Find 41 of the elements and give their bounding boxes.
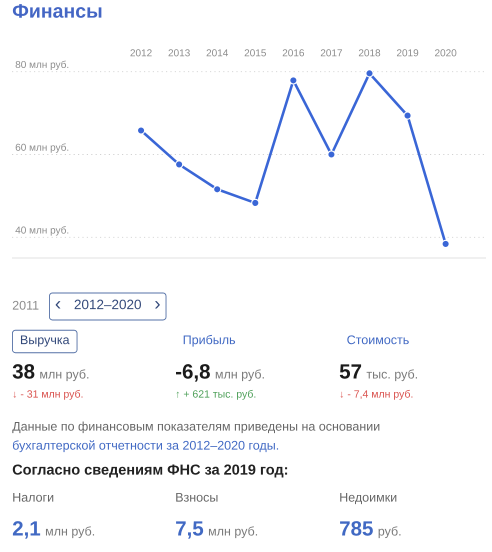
text: ↑ + 621 тыс. руб. [176, 390, 256, 400]
text: млн руб. [208, 526, 258, 538]
x-tick-label: 2013 [168, 49, 190, 56]
text: Взносы [176, 492, 218, 502]
y-tick-label: 80 млн руб. [16, 60, 68, 70]
text: ↓ - 7,4 млн руб. [340, 390, 412, 400]
text: млн руб. [40, 369, 88, 382]
text: млн руб. [46, 526, 94, 538]
text: 38 [12, 364, 34, 379]
x-tick-label: 2012 [130, 49, 152, 56]
text: Данные по финансовым показателям приведены на основании [12, 422, 380, 434]
text: 2,1 [12, 521, 40, 539]
text: 2011 [12, 300, 38, 310]
text: -6,8 [176, 364, 210, 382]
text: млн руб. [216, 369, 264, 382]
y-tick-label: 40 млн руб. [15, 226, 68, 236]
chart-title: Финансы [12, 4, 102, 18]
text: Недоимки [340, 492, 396, 504]
x-tick-label: 2020 [435, 49, 456, 56]
text: Выручка [20, 336, 70, 347]
x-tick-label: 2017 [320, 49, 342, 56]
text: Прибыль [184, 334, 236, 347]
text: тыс. руб. [366, 369, 417, 382]
text: 2012–2020 [74, 300, 141, 310]
text: Налоги [13, 492, 54, 502]
x-tick-label: 2016 [282, 49, 304, 56]
text: Стоимость [347, 335, 409, 344]
text: ↓ - 31 млн руб. [14, 390, 82, 400]
text: руб. [378, 526, 400, 538]
x-tick-label: 2014 [206, 49, 228, 56]
x-tick-label: 2015 [244, 49, 266, 56]
text: ‹ [56, 301, 60, 309]
text: Согласно сведениям ФНС за 2019 год: [12, 464, 288, 478]
text: 7,5 [176, 521, 204, 539]
text: бухгалтерской отчетности за 2012–2020 годы. [12, 440, 278, 452]
text: 57 [340, 364, 362, 379]
x-tick-label: 2019 [396, 49, 418, 56]
x-tick-label: 2018 [358, 49, 380, 56]
text: › [155, 301, 160, 309]
text: 785 [340, 521, 373, 536]
y-tick-label: 60 млн руб. [16, 143, 68, 153]
